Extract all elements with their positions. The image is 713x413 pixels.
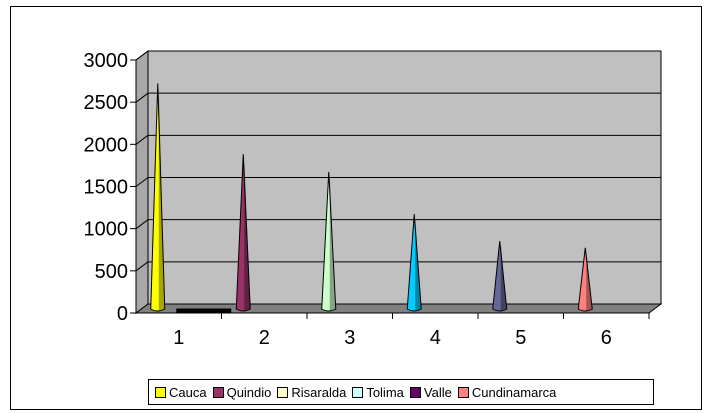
y-tick-label: 1000 xyxy=(84,219,129,241)
gridline xyxy=(135,50,149,61)
legend-label: Tolima xyxy=(366,384,404,400)
cone-cundinamarca xyxy=(577,247,593,312)
legend-item-cundinamarca: Cundinamarca xyxy=(457,384,557,400)
legend-item-tolima: Tolima xyxy=(352,385,404,400)
legend-label: Cauca xyxy=(169,384,207,400)
legend-swatch xyxy=(155,386,166,398)
legend-item-valle: Valle xyxy=(409,384,452,400)
cone-shade xyxy=(244,156,251,311)
x-tick-label: 1 xyxy=(173,327,184,349)
y-tick-label: 500 xyxy=(95,261,128,283)
cone-quindio xyxy=(235,154,251,312)
x-tick-label: 5 xyxy=(515,327,526,349)
legend: Cauca Quindio Risaralda Tolima Valle Cundinam… xyxy=(148,379,654,405)
chart-frame: 0 500 1000 1500 2000 2500 3000 1 2 3 4 5 6 Cauca Quin… xyxy=(10,6,702,410)
legend-swatch xyxy=(277,386,289,398)
y-tick-label: 3000 xyxy=(84,50,129,72)
y-tick-label: 1500 xyxy=(84,177,129,199)
x-tick-label: 6 xyxy=(601,327,612,349)
cone-risaralda xyxy=(321,171,337,312)
cone-shade xyxy=(586,249,593,311)
legend-swatch xyxy=(212,386,224,398)
x-tick-label: 2 xyxy=(259,327,270,349)
legend-label: Cundinamarca xyxy=(471,384,557,400)
cone-tolima xyxy=(406,214,422,312)
legend-label: Quindio xyxy=(226,384,272,400)
x-tick-label: 3 xyxy=(344,327,355,349)
cone-shade xyxy=(329,173,336,311)
legend-swatch xyxy=(352,386,364,398)
chart: 0 500 1000 1500 2000 2500 3000 1 2 3 4 5 6 xyxy=(84,50,663,349)
y-tick-label: 2000 xyxy=(84,134,129,156)
legend-swatch xyxy=(457,386,469,398)
gridline xyxy=(135,219,149,230)
cone-cauca xyxy=(150,83,166,312)
gridline xyxy=(135,92,149,103)
y-tick-label: 2500 xyxy=(84,92,129,114)
zero-height-markers xyxy=(176,308,232,314)
legend-label: Risaralda xyxy=(291,384,347,400)
legend-label: Valle xyxy=(423,384,452,400)
gridline xyxy=(135,261,149,272)
legend-item-quindio: Quindio xyxy=(212,384,272,400)
cone-shade xyxy=(415,216,422,311)
legend-swatch xyxy=(409,386,421,398)
cone-shade xyxy=(158,85,165,311)
gridline xyxy=(135,177,149,187)
cone-shade xyxy=(500,243,507,311)
legend-item-cauca: Cauca xyxy=(155,385,207,400)
cone-valle xyxy=(492,240,508,312)
legend-item-risaralda: Risaralda xyxy=(277,385,346,400)
y-tick-label: 0 xyxy=(117,303,128,325)
x-tick-label: 4 xyxy=(430,327,441,349)
gridline xyxy=(135,134,149,145)
